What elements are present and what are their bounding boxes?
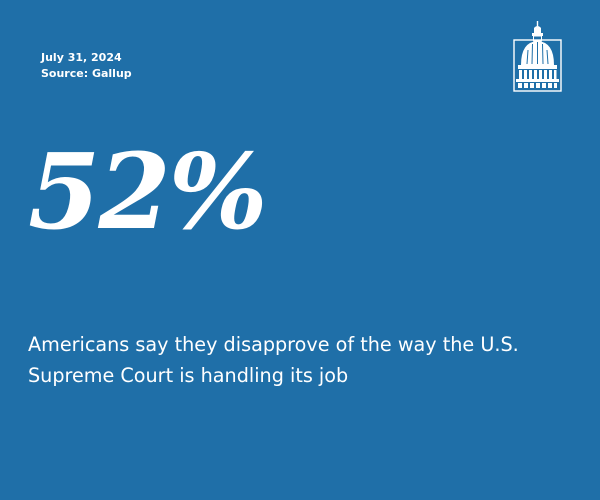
capitol-dome-icon bbox=[513, 21, 562, 92]
stat-description: Americans say they disapprove of the way… bbox=[28, 333, 519, 387]
headline-percentage: 52% bbox=[28, 130, 268, 253]
meta-block: July 31, 2024 Source: Gallup bbox=[41, 50, 132, 82]
publish-date: July 31, 2024 bbox=[41, 51, 122, 64]
source-label: Source: Gallup bbox=[41, 67, 132, 80]
